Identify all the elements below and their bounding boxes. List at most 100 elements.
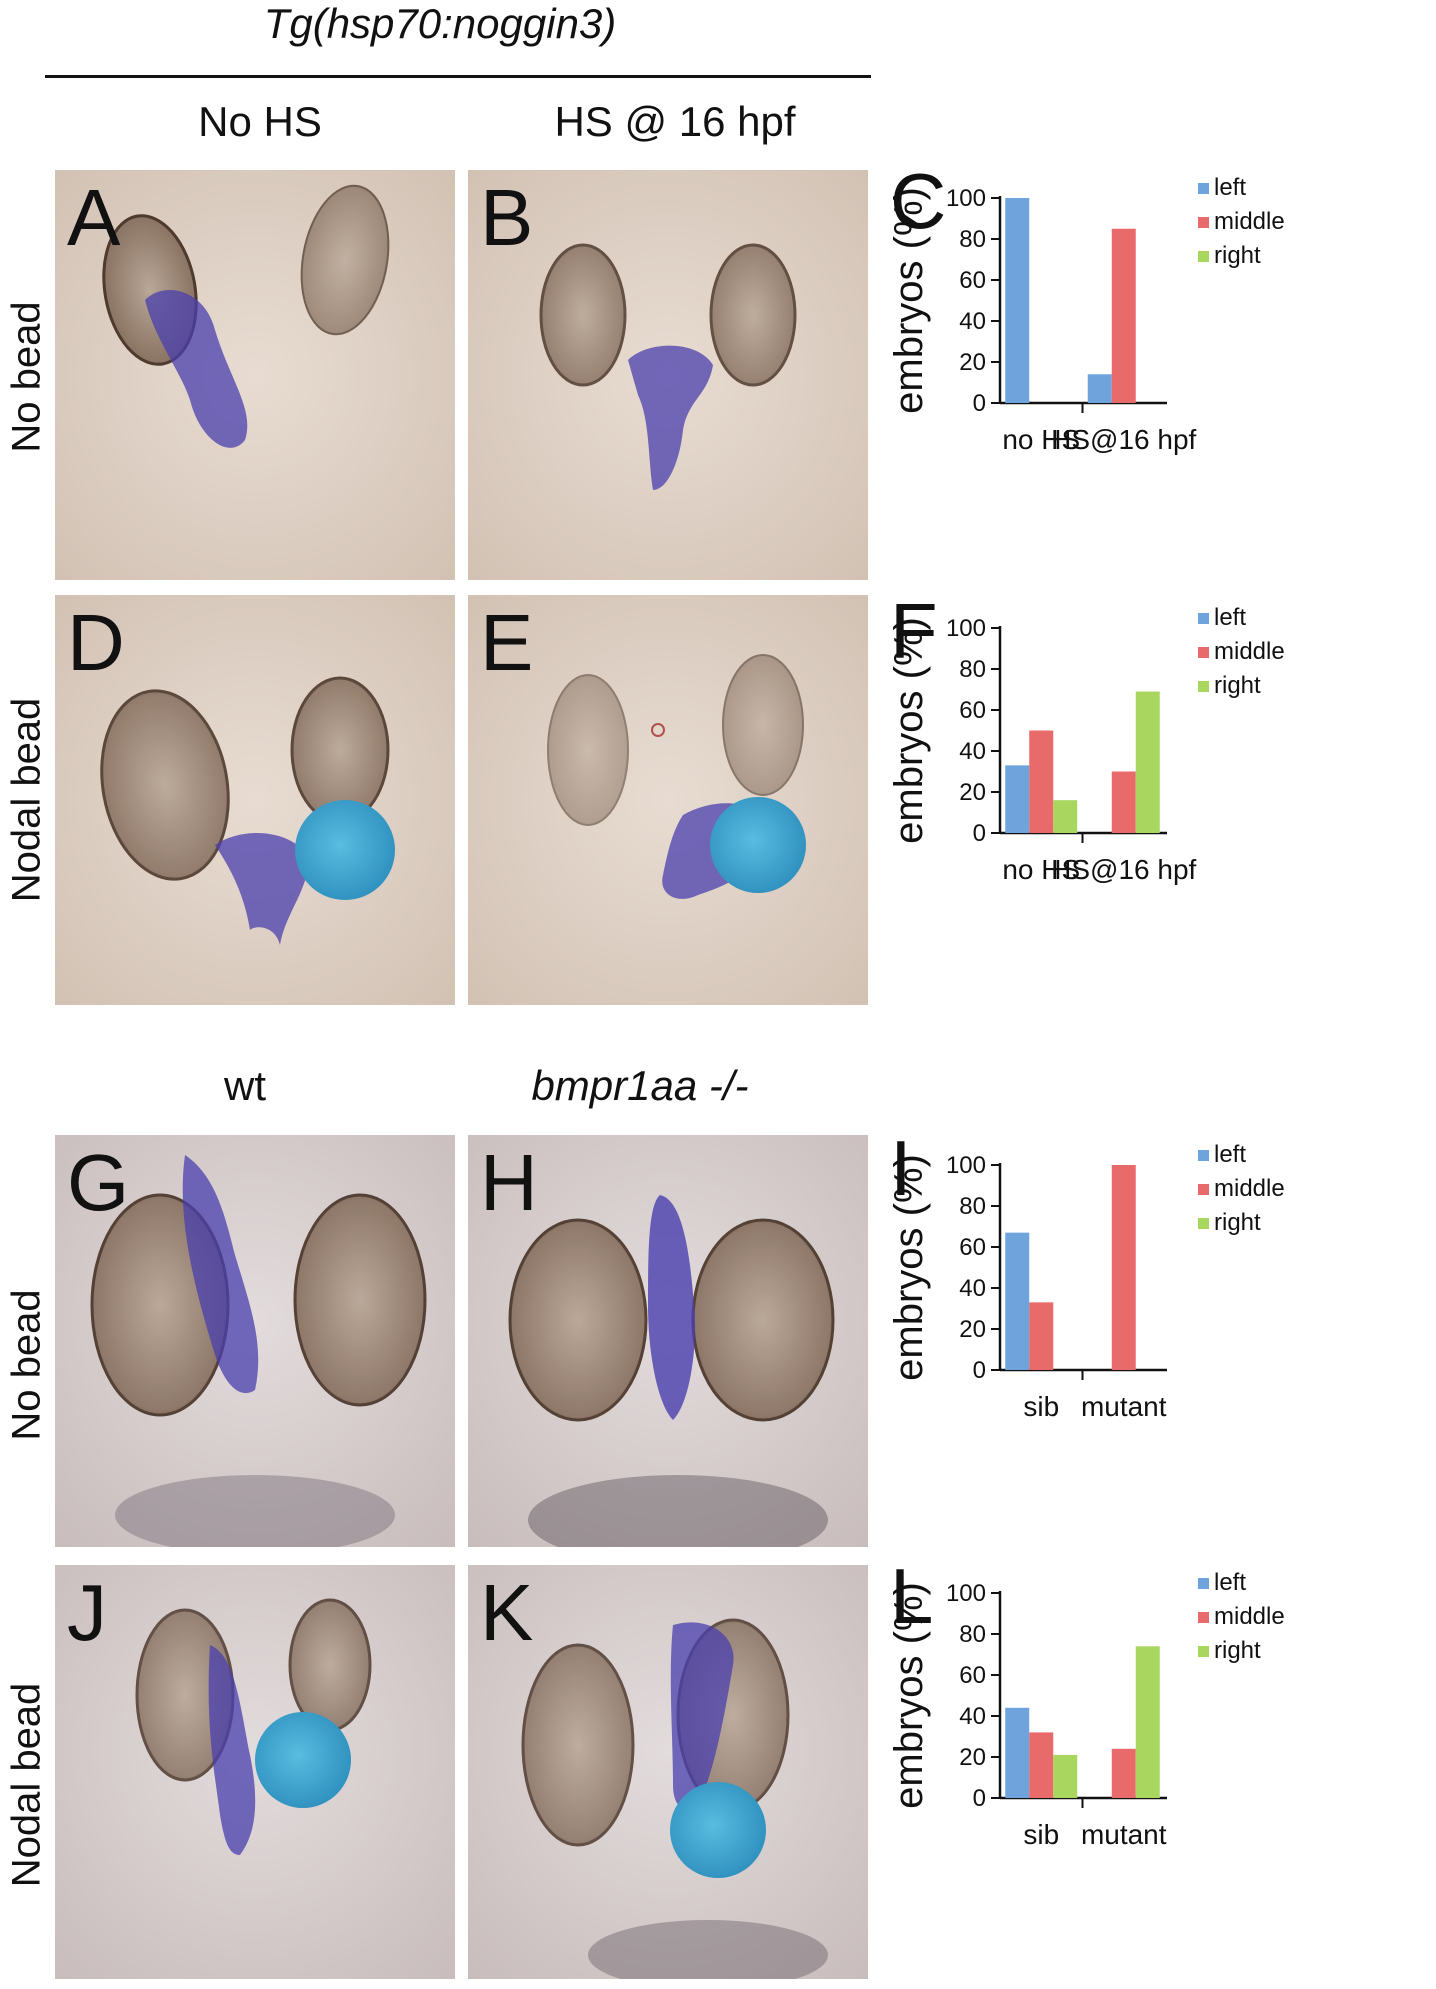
legend-label-right: right	[1214, 672, 1261, 699]
bar-middle	[1111, 228, 1136, 403]
top-title: Tg(hsp70:noggin3)	[263, 0, 617, 47]
bar-right	[1135, 691, 1160, 833]
legend-label-left: left	[1214, 174, 1246, 201]
legend-swatch-right	[1198, 1218, 1209, 1229]
y-tick-label: 40	[959, 738, 986, 765]
legend-swatch-left	[1198, 613, 1209, 624]
y-tick-label: 100	[946, 185, 986, 212]
x-tick-label: HS@16 hpf	[1051, 854, 1196, 885]
legend-swatch-middle	[1198, 1612, 1209, 1623]
x-tick-label: mutant	[1081, 1391, 1167, 1422]
column-header-no-hs: No HS	[198, 98, 322, 145]
bar-left	[1005, 765, 1030, 833]
panel-letter-e: E	[480, 598, 534, 687]
legend-label-middle: middle	[1214, 638, 1285, 665]
panel-letter-a: A	[67, 173, 121, 262]
bar-left	[1005, 198, 1030, 403]
y-axis-label: embryos (%)	[887, 187, 931, 414]
y-tick-label: 100	[946, 1152, 986, 1179]
y-tick-label: 0	[973, 1785, 986, 1812]
bar-middle	[1029, 1732, 1054, 1798]
panel-letter-d: D	[67, 598, 125, 687]
y-tick-label: 40	[959, 308, 986, 335]
y-tick-label: 60	[959, 1234, 986, 1261]
bar-right	[1053, 800, 1078, 833]
column-header-mutant: bmpr1aa -/-	[531, 1062, 749, 1109]
x-tick-label: mutant	[1081, 1819, 1167, 1850]
y-axis-label: embryos (%)	[887, 1154, 931, 1381]
bar-middle	[1111, 1748, 1136, 1798]
legend-label-left: left	[1214, 1569, 1246, 1596]
bar-right	[1135, 1646, 1160, 1798]
y-tick-label: 20	[959, 1744, 986, 1771]
bar-left	[1005, 1232, 1030, 1370]
panel-letter-b: B	[480, 173, 534, 262]
row-label-nodal-bead-2: Nodal bead	[4, 1682, 49, 1888]
y-tick-label: 60	[959, 697, 986, 724]
row-label-no-bead-1: No bead	[4, 301, 49, 453]
legend-label-right: right	[1214, 1637, 1261, 1664]
embryo-panel-g: G	[55, 1135, 455, 1547]
y-axis-label: embryos (%)	[887, 1582, 931, 1809]
y-tick-label: 60	[959, 1662, 986, 1689]
y-tick-label: 0	[973, 820, 986, 847]
embryo-panel-e: E	[468, 595, 868, 1005]
legend-label-middle: middle	[1214, 1175, 1285, 1202]
panel-letter-j: J	[67, 1568, 107, 1657]
panel-letter-l: L	[890, 1563, 933, 1640]
legend-swatch-right	[1198, 251, 1209, 262]
x-tick-label: sib	[1023, 1819, 1059, 1850]
y-tick-label: 60	[959, 267, 986, 294]
embryo-panel-a: A	[55, 170, 455, 580]
x-tick-label: sib	[1023, 1391, 1059, 1422]
x-tick-label: no HS	[1002, 424, 1080, 455]
bar-left	[1087, 374, 1112, 403]
legend-label-middle: middle	[1214, 208, 1285, 235]
legend-swatch-left	[1198, 1578, 1209, 1589]
bar-middle	[1029, 730, 1054, 833]
panel-letter-k: K	[480, 1568, 534, 1657]
column-header-wt: wt	[224, 1062, 266, 1109]
column-header-hs: HS @ 16 hpf	[554, 98, 796, 145]
y-tick-label: 40	[959, 1703, 986, 1730]
y-tick-label: 0	[973, 390, 986, 417]
panel-letter-f: F	[890, 598, 938, 675]
legend-swatch-left	[1198, 183, 1209, 194]
bar-middle	[1111, 1165, 1136, 1370]
header-rule	[45, 75, 871, 78]
legend-swatch-middle	[1198, 1184, 1209, 1195]
embryo-panel-j: J	[55, 1565, 455, 1979]
embryo-panel-d: D	[55, 595, 455, 1005]
bar-right	[1053, 1754, 1078, 1798]
legend-label-left: left	[1214, 1141, 1246, 1168]
y-tick-label: 80	[959, 656, 986, 683]
embryo-panel-b: B	[468, 170, 868, 580]
legend-swatch-middle	[1198, 217, 1209, 228]
panel-letter-i: I	[890, 1135, 912, 1212]
x-tick-label: no HS	[1002, 854, 1080, 885]
panel-letter-h: H	[480, 1138, 538, 1227]
y-tick-label: 80	[959, 1621, 986, 1648]
legend-swatch-middle	[1198, 647, 1209, 658]
y-tick-label: 80	[959, 226, 986, 253]
y-tick-label: 0	[973, 1357, 986, 1384]
embryo-panel-h: H	[468, 1135, 868, 1547]
x-tick-label: HS@16 hpf	[1051, 424, 1196, 455]
y-tick-label: 20	[959, 779, 986, 806]
row-label-nodal-bead-1: Nodal bead	[4, 697, 49, 903]
legend-swatch-right	[1198, 1646, 1209, 1657]
y-tick-label: 40	[959, 1275, 986, 1302]
panel-letter-c: C	[890, 168, 946, 245]
y-tick-label: 20	[959, 349, 986, 376]
bar-left	[1005, 1707, 1030, 1798]
y-tick-label: 20	[959, 1316, 986, 1343]
bar-middle	[1111, 771, 1136, 833]
embryo-panel-k: K	[468, 1565, 868, 1979]
panel-letter-g: G	[67, 1138, 130, 1227]
y-axis-label: embryos (%)	[887, 617, 931, 844]
legend-label-right: right	[1214, 242, 1261, 269]
legend-swatch-right	[1198, 681, 1209, 692]
